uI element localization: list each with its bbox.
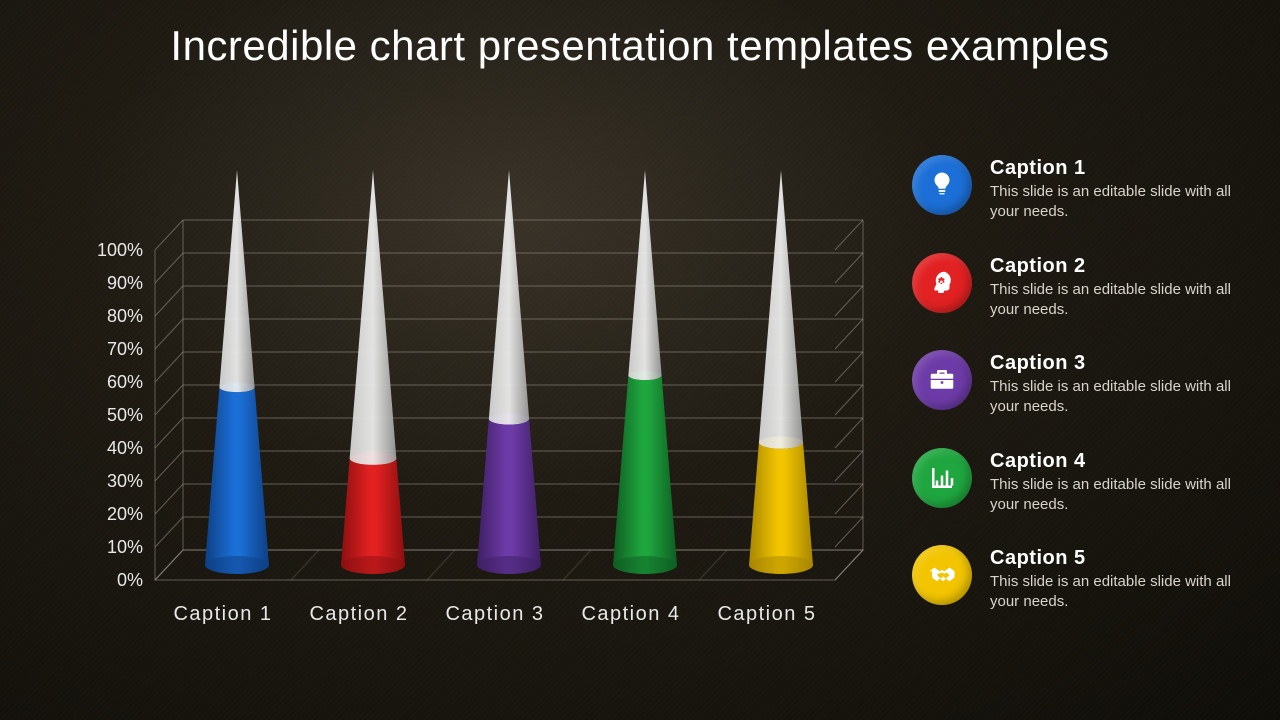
- y-tick-label: 10%: [107, 537, 143, 557]
- y-tick-label: 30%: [107, 471, 143, 491]
- caption-desc: This slide is an editable slide with all…: [990, 182, 1232, 223]
- cone-top: [628, 170, 661, 380]
- y-tick-label: 80%: [107, 306, 143, 326]
- chart-svg: 0% 10% 20% 30% 40% 50% 60% 70% 80% 90% 100% Captio…: [60, 140, 880, 660]
- cone-chart: 0% 10% 20% 30% 40% 50% 60% 70% 80% 90% 100% Captio…: [60, 140, 880, 660]
- caption-desc: This slide is an editable slide with all…: [990, 572, 1232, 613]
- cone-top: [759, 170, 803, 449]
- caption-title: Caption 5: [990, 547, 1232, 570]
- cone-fill: [613, 375, 677, 574]
- cone-top: [489, 170, 529, 424]
- caption-item: Caption 5This slide is an editable slide…: [912, 545, 1232, 613]
- caption-desc: This slide is an editable slide with all…: [990, 377, 1232, 418]
- category-label: Caption 4: [581, 603, 680, 625]
- briefcase-icon: [912, 350, 972, 410]
- caption-title: Caption 2: [990, 255, 1232, 278]
- y-tick-label: 70%: [107, 339, 143, 359]
- caption-text: Caption 5This slide is an editable slide…: [990, 545, 1232, 613]
- y-tick-label: 100%: [97, 240, 143, 260]
- caption-item: Caption 3This slide is an editable slide…: [912, 350, 1232, 418]
- cone-fill: [205, 387, 269, 574]
- category-label: Caption 3: [445, 603, 544, 625]
- y-tick-label: 20%: [107, 504, 143, 524]
- category-label: Caption 2: [309, 603, 408, 625]
- caption-item: Caption 2This slide is an editable slide…: [912, 253, 1232, 321]
- bar-chart-icon: [912, 448, 972, 508]
- y-tick-label: 60%: [107, 372, 143, 392]
- caption-item: Caption 4This slide is an editable slide…: [912, 448, 1232, 516]
- y-tick-label: 0%: [117, 570, 143, 590]
- category-label: Caption 1: [173, 603, 272, 625]
- cone-top: [219, 170, 254, 392]
- caption-title: Caption 1: [990, 157, 1232, 180]
- caption-text: Caption 1This slide is an editable slide…: [990, 155, 1232, 223]
- caption-desc: This slide is an editable slide with all…: [990, 475, 1232, 516]
- captions-list: Caption 1This slide is an editable slide…: [912, 155, 1232, 613]
- cone-fill: [477, 419, 541, 574]
- lightbulb-icon: [912, 155, 972, 215]
- y-tick-label: 50%: [107, 405, 143, 425]
- caption-text: Caption 3This slide is an editable slide…: [990, 350, 1232, 418]
- caption-desc: This slide is an editable slide with all…: [990, 280, 1232, 321]
- y-tick-label: 90%: [107, 273, 143, 293]
- caption-title: Caption 4: [990, 450, 1232, 473]
- cone-top: [350, 170, 397, 465]
- category-label: Caption 5: [717, 603, 816, 625]
- handshake-icon: [912, 545, 972, 605]
- head-gears-icon: [912, 253, 972, 313]
- page-title: Incredible chart presentation templates …: [0, 22, 1280, 70]
- y-tick-label: 40%: [107, 438, 143, 458]
- caption-text: Caption 2This slide is an editable slide…: [990, 253, 1232, 321]
- caption-item: Caption 1This slide is an editable slide…: [912, 155, 1232, 223]
- cone-fill: [749, 443, 813, 574]
- caption-text: Caption 4This slide is an editable slide…: [990, 448, 1232, 516]
- caption-title: Caption 3: [990, 352, 1232, 375]
